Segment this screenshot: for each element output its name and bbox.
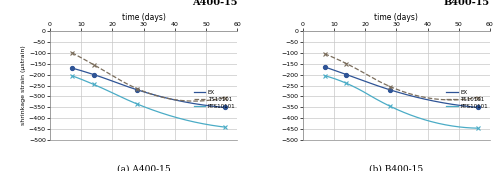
EX xyxy=(69,67,75,69)
RTS10101 xyxy=(328,76,334,78)
RTS10101 xyxy=(78,78,84,80)
TS10101 xyxy=(331,57,337,59)
RTS10101 xyxy=(75,77,81,79)
RTS10101 xyxy=(350,85,356,87)
RTS10101 xyxy=(69,75,75,77)
RTS10101 xyxy=(208,124,214,126)
RTS10101 xyxy=(222,126,228,128)
TS10101 xyxy=(222,96,228,98)
Legend: EX, TS10101, RTS10101: EX, TS10101, RTS10101 xyxy=(446,88,489,110)
Y-axis label: shrinkage strain (μstrain): shrinkage strain (μstrain) xyxy=(21,46,26,125)
X-axis label: time (days): time (days) xyxy=(374,13,418,22)
EX xyxy=(362,80,368,82)
EX xyxy=(75,69,81,71)
RTS10101 xyxy=(474,127,480,129)
TS10101 xyxy=(468,98,473,100)
EX xyxy=(98,76,103,78)
Line: TS10101: TS10101 xyxy=(324,54,478,100)
EX xyxy=(328,68,334,70)
TS10101 xyxy=(191,100,197,102)
TS10101 xyxy=(474,96,480,98)
TS10101 xyxy=(75,55,81,57)
RTS10101 xyxy=(462,126,468,128)
RTS10101 xyxy=(322,75,328,77)
EX xyxy=(208,105,214,107)
Text: A400-15: A400-15 xyxy=(192,0,237,7)
RTS10101 xyxy=(214,125,220,127)
EX xyxy=(467,106,473,108)
RTS10101 xyxy=(110,92,116,94)
EX xyxy=(350,76,356,78)
Line: EX: EX xyxy=(72,68,225,107)
TS10101 xyxy=(448,99,454,101)
TS10101 xyxy=(322,53,328,55)
EX xyxy=(78,70,84,72)
TS10101 xyxy=(78,57,84,59)
Legend: EX, TS10101, RTS10101: EX, TS10101, RTS10101 xyxy=(192,88,236,110)
TS10101 xyxy=(210,99,216,101)
TS10101 xyxy=(462,98,468,100)
RTS10101 xyxy=(331,77,337,80)
Text: (b) B400-15: (b) B400-15 xyxy=(370,164,424,171)
Text: (a) A400-15: (a) A400-15 xyxy=(116,164,170,171)
TS10101 xyxy=(69,52,75,54)
Line: RTS10101: RTS10101 xyxy=(324,76,478,128)
X-axis label: time (days): time (days) xyxy=(122,13,166,22)
Line: RTS10101: RTS10101 xyxy=(72,76,225,127)
TS10101 xyxy=(350,66,356,68)
EX xyxy=(214,106,220,108)
EX xyxy=(110,80,116,82)
EX xyxy=(331,69,337,71)
TS10101 xyxy=(98,67,103,69)
TS10101 xyxy=(215,98,221,100)
RTS10101 xyxy=(467,127,473,129)
RTS10101 xyxy=(362,92,368,94)
TS10101 xyxy=(362,73,368,75)
TS10101 xyxy=(328,55,334,57)
Line: TS10101: TS10101 xyxy=(72,53,225,101)
TS10101 xyxy=(110,75,116,77)
EX xyxy=(322,66,328,68)
EX xyxy=(474,106,480,108)
Text: B400-15: B400-15 xyxy=(444,0,490,7)
EX xyxy=(462,105,468,107)
RTS10101 xyxy=(98,86,103,88)
Line: EX: EX xyxy=(324,67,478,107)
EX xyxy=(222,106,228,108)
